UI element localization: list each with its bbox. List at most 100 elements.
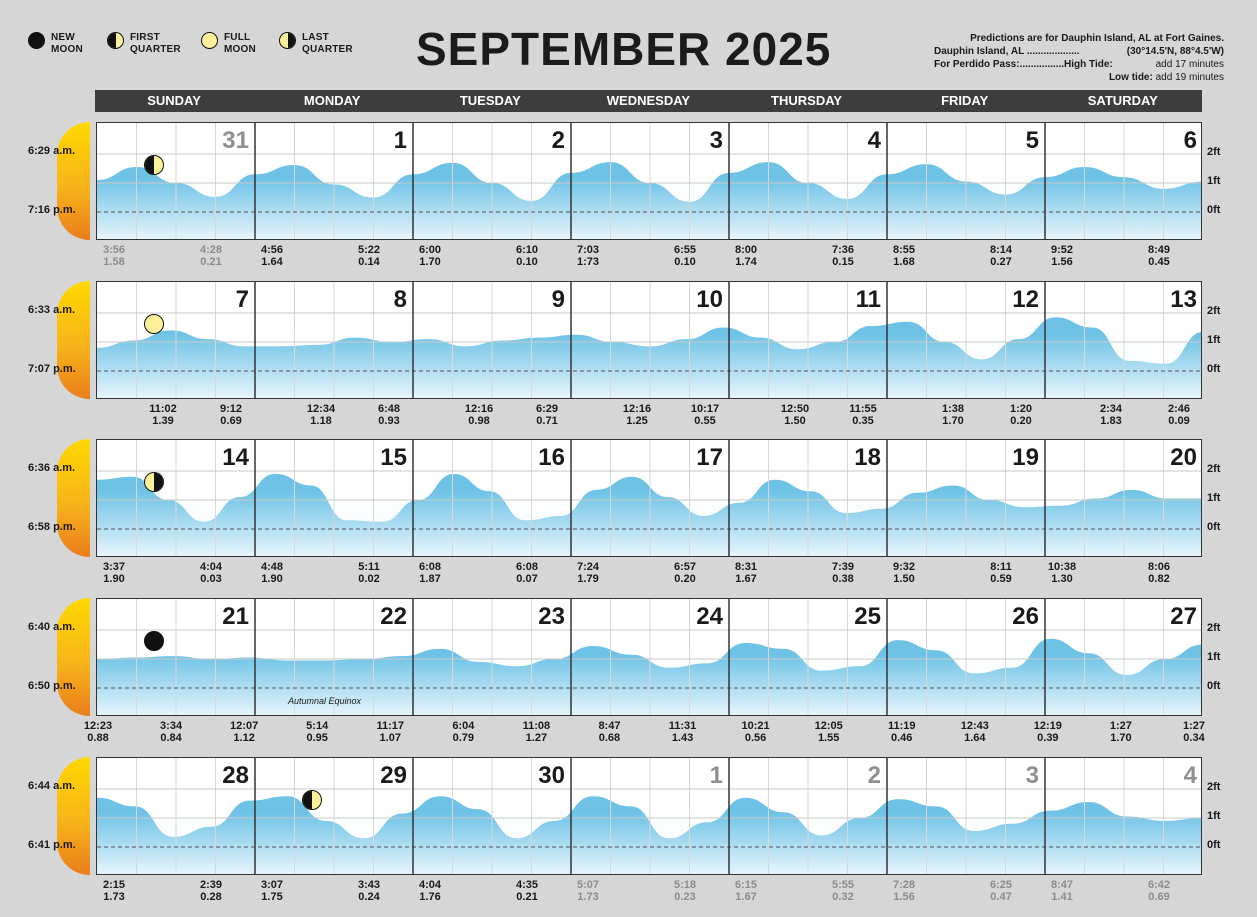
date-number: 17 [696, 444, 723, 471]
date-number: 29 [380, 762, 407, 789]
tide-reading: 5:11 0.02 [349, 561, 389, 585]
tide-height: 0.20 [674, 573, 696, 585]
tide-time: 5:14 [306, 720, 329, 732]
tide-reading: 8:55 1.68 [884, 244, 924, 268]
tide-height: 0.38 [832, 573, 854, 585]
legend-label-line: MOON [224, 44, 256, 55]
tide-height: 1.90 [103, 573, 125, 585]
tide-height: 1.56 [1051, 256, 1073, 268]
date-number: 15 [380, 444, 407, 471]
tide-reading: 4:48 1.90 [252, 561, 292, 585]
tide-graph [97, 282, 1201, 398]
legend-label-last: LAST QUARTER [302, 32, 353, 56]
date-number: 28 [222, 762, 249, 789]
tide-reading: 12:34 1.18 [301, 403, 341, 427]
date-number: 11 [855, 286, 881, 313]
tide-time: 3:34 [160, 720, 183, 732]
prediction-info: Predictions are for Dauphin Island, AL a… [934, 32, 1224, 84]
tide-reading: 11:19 0.46 [882, 720, 922, 744]
legend-label-full: FULL MOON [224, 32, 256, 56]
tide-reading: 6:48 0.93 [369, 403, 409, 427]
sunrise-time: 6:40 a.m. [28, 621, 76, 633]
tide-reading: 6:08 0.07 [507, 561, 547, 585]
date-number: 3 [1025, 762, 1039, 789]
tide-time: 8:31 [734, 561, 758, 573]
tide-reading: 7:28 1.56 [884, 879, 924, 903]
tide-height: 1.64 [261, 256, 283, 268]
full-moon-icon [144, 314, 164, 334]
tide-time: 5:11 [358, 561, 380, 573]
depth-label: 0ft [1207, 839, 1221, 851]
tide-height: 0.10 [674, 256, 696, 268]
info-perdido-low-label: Low tide: [1108, 72, 1153, 83]
tide-height: 0.55 [694, 415, 716, 427]
tide-height: 0.35 [852, 415, 874, 427]
tide-time: 6:08 [515, 561, 539, 573]
tide-height: 1.67 [735, 573, 757, 585]
tide-time: 2:46 [1167, 403, 1191, 415]
tide-reading: 8:14 0.27 [981, 244, 1021, 268]
info-coords: (30°14.5'N, 88°4.5'W) [1126, 46, 1224, 57]
sun-icon [57, 281, 90, 399]
tide-reading: 2:34 1.83 [1091, 403, 1131, 427]
tide-height: 0.82 [1148, 573, 1170, 585]
tide-height: 1:73 [576, 256, 600, 268]
tide-time: 1:27 [1182, 720, 1206, 732]
tide-reading: 8:31 1.67 [726, 561, 766, 585]
tide-height: 0.69 [220, 415, 242, 427]
tide-time: 9:32 [892, 561, 916, 573]
date-number: 20 [1170, 444, 1197, 471]
tide-time: 2:15 [102, 879, 126, 891]
date-number: 1 [393, 127, 407, 154]
tide-time: 12:34 [306, 403, 336, 415]
tide-time: 4:28 [199, 244, 223, 256]
tide-height: 1.18 [310, 415, 332, 427]
tide-height: 0.10 [516, 256, 538, 268]
tide-height: 1.58 [103, 256, 125, 268]
last-quarter-moon-icon [279, 32, 296, 49]
tide-reading: 10:17 0.55 [685, 403, 725, 427]
tide-reading: 10:38 1.30 [1042, 561, 1082, 585]
tide-height: 0.39 [1037, 732, 1059, 744]
tide-height: 1.39 [152, 415, 174, 427]
tide-height: 0.84 [160, 732, 182, 744]
tide-time: 12:43 [960, 720, 989, 732]
tide-time: 2:39 [199, 879, 223, 891]
tide-reading: 3:37 1.90 [94, 561, 134, 585]
tide-time: 3:43 [357, 879, 381, 891]
date-number: 31 [222, 127, 249, 154]
tide-height: 1.27 [525, 732, 548, 744]
depth-label: 2ft [1207, 622, 1221, 634]
sun-icon [57, 439, 90, 557]
sun-icon [57, 122, 90, 240]
legend-label-line: NEW [51, 32, 75, 43]
tide-reading: 6:29 0.71 [527, 403, 567, 427]
date-number: 22 [380, 603, 407, 630]
tide-time: 7:39 [831, 561, 855, 573]
depth-label: 0ft [1207, 363, 1221, 375]
date-number: 16 [538, 444, 565, 471]
tide-height: 1.70 [942, 415, 964, 427]
tide-height: 0.68 [598, 732, 621, 744]
first-quarter-moon-icon [144, 155, 164, 175]
new-moon-icon [28, 32, 45, 49]
tide-reading: 10:21 0.56 [736, 720, 776, 744]
tide-time: 7:28 [892, 879, 916, 891]
tide-height: 1.73 [103, 891, 125, 903]
legend-label-first: FIRST QUARTER [130, 32, 181, 56]
date-number: 3 [709, 127, 723, 154]
date-number: 24 [696, 603, 723, 630]
weekday-friday: FRIDAY [941, 93, 989, 108]
tide-time: 1:20 [1009, 403, 1033, 415]
tide-height: 1.76 [419, 891, 441, 903]
weekday-thursday: THURSDAY [771, 93, 843, 108]
legend-label-line: MOON [51, 44, 83, 55]
tide-reading: 9:52 1.56 [1042, 244, 1082, 268]
tide-reading: 12:16 1.25 [617, 403, 657, 427]
tide-reading: 2:15 1.73 [94, 879, 134, 903]
tide-time: 3:07 [260, 879, 284, 891]
tide-reading: 6:08 1.87 [410, 561, 450, 585]
tide-reading: 11:02 1.39 [143, 403, 183, 427]
tide-reading: 5:14 0.95 [297, 720, 337, 744]
tide-time: 6:55 [673, 244, 697, 256]
